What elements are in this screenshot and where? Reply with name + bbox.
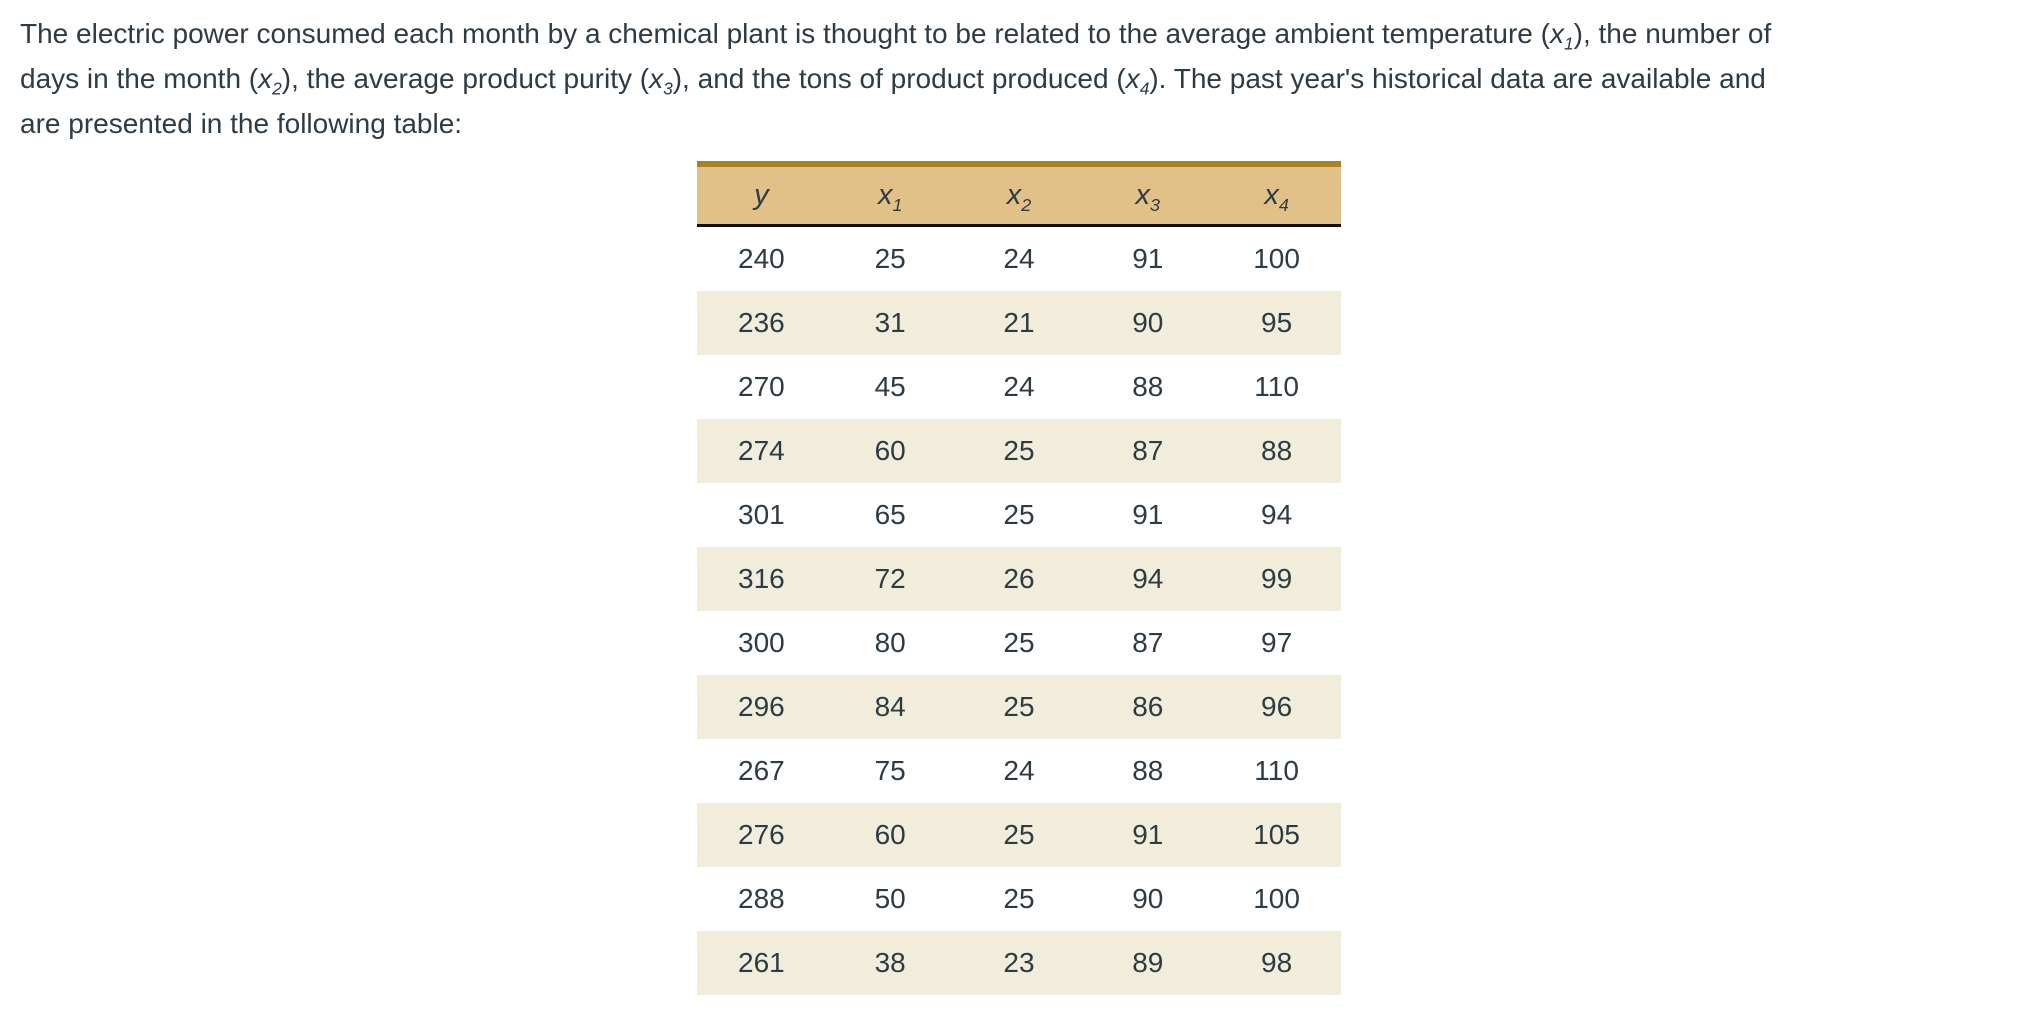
statement-line: are presented in the following table:	[20, 108, 463, 139]
table-cell: 94	[1212, 483, 1341, 547]
table-cell: 91	[1083, 227, 1213, 291]
table-cell: 88	[1083, 739, 1213, 803]
table-cell: 25	[954, 419, 1084, 483]
table-cell: 65	[825, 483, 955, 547]
table-cell: 98	[1212, 931, 1341, 995]
data-table: y x1 x2 x3 x4 240 25 24 91 100 236 31 21 90 95 270 45 24…	[697, 161, 1341, 995]
table-row: 267 75 24 88 110	[697, 739, 1341, 803]
table-row: 261 38 23 89 98	[697, 931, 1341, 995]
table-cell: 300	[697, 611, 826, 675]
table-cell: 105	[1212, 803, 1341, 867]
table-cell: 86	[1083, 675, 1213, 739]
table-cell: 288	[697, 867, 826, 931]
table-cell: 38	[825, 931, 955, 995]
table-row: 240 25 24 91 100	[697, 227, 1341, 291]
table-cell: 100	[1212, 867, 1341, 931]
table-cell: 45	[825, 355, 955, 419]
table-row: 300 80 25 87 97	[697, 611, 1341, 675]
column-header: y	[697, 161, 826, 227]
table-cell: 301	[697, 483, 826, 547]
table-cell: 21	[954, 291, 1084, 355]
table-header-row: y x1 x2 x3 x4	[697, 161, 1341, 227]
table-cell: 75	[825, 739, 955, 803]
table-head: y x1 x2 x3 x4	[697, 161, 1341, 227]
table-row: 316 72 26 94 99	[697, 547, 1341, 611]
table-cell: 88	[1083, 355, 1213, 419]
table-cell: 25	[825, 227, 955, 291]
table-cell: 270	[697, 355, 826, 419]
column-header: x3	[1083, 161, 1213, 227]
table-cell: 276	[697, 803, 826, 867]
table-cell: 60	[825, 419, 955, 483]
table-cell: 95	[1212, 291, 1341, 355]
table-cell: 25	[954, 611, 1084, 675]
table-row: 288 50 25 90 100	[697, 867, 1341, 931]
table-cell: 25	[954, 675, 1084, 739]
table-cell: 24	[954, 739, 1084, 803]
table-cell: 316	[697, 547, 826, 611]
table-cell: 23	[954, 931, 1084, 995]
table-cell: 89	[1083, 931, 1213, 995]
column-header: x1	[825, 161, 955, 227]
table-row: 276 60 25 91 105	[697, 803, 1341, 867]
table-cell: 26	[954, 547, 1084, 611]
table-row: 296 84 25 86 96	[697, 675, 1341, 739]
table-cell: 110	[1212, 355, 1341, 419]
table-cell: 236	[697, 291, 826, 355]
statement-line: days in the month (x2), the average prod…	[20, 63, 1766, 99]
table-row: 270 45 24 88 110	[697, 355, 1341, 419]
table-cell: 87	[1083, 419, 1213, 483]
table-cell: 88	[1212, 419, 1341, 483]
table-cell: 267	[697, 739, 826, 803]
table-cell: 50	[825, 867, 955, 931]
table-cell: 96	[1212, 675, 1341, 739]
table-cell: 80	[825, 611, 955, 675]
problem-statement: The electric power consumed each month b…	[0, 0, 2038, 146]
table-body: 240 25 24 91 100 236 31 21 90 95 270 45 24 88 110 274 60…	[697, 227, 1341, 995]
table-cell: 261	[697, 931, 826, 995]
table-cell: 72	[825, 547, 955, 611]
table-cell: 91	[1083, 803, 1213, 867]
table-cell: 87	[1083, 611, 1213, 675]
table-cell: 84	[825, 675, 955, 739]
table-cell: 110	[1212, 739, 1341, 803]
table-row: 274 60 25 87 88	[697, 419, 1341, 483]
table-cell: 31	[825, 291, 955, 355]
column-header: x2	[954, 161, 1084, 227]
table-cell: 100	[1212, 227, 1341, 291]
table-cell: 60	[825, 803, 955, 867]
table-cell: 90	[1083, 291, 1213, 355]
column-header: x4	[1212, 161, 1341, 227]
table-cell: 91	[1083, 483, 1213, 547]
table-cell: 90	[1083, 867, 1213, 931]
table-cell: 240	[697, 227, 826, 291]
table-row: 301 65 25 91 94	[697, 483, 1341, 547]
table-cell: 25	[954, 483, 1084, 547]
table-cell: 24	[954, 355, 1084, 419]
table-cell: 296	[697, 675, 826, 739]
table-cell: 274	[697, 419, 826, 483]
table-cell: 97	[1212, 611, 1341, 675]
table-cell: 24	[954, 227, 1084, 291]
table-cell: 99	[1212, 547, 1341, 611]
table-cell: 25	[954, 867, 1084, 931]
table-row: 236 31 21 90 95	[697, 291, 1341, 355]
statement-line: The electric power consumed each month b…	[20, 18, 1772, 54]
table-cell: 94	[1083, 547, 1213, 611]
table-cell: 25	[954, 803, 1084, 867]
